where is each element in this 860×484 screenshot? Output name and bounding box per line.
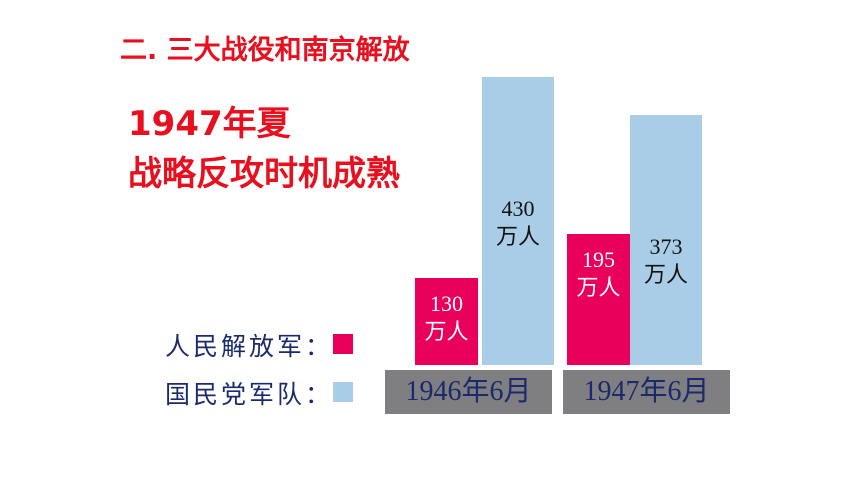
legend-label: 人民解放军： bbox=[165, 334, 334, 361]
value-label: 195 万人 bbox=[576, 247, 621, 301]
value-label: 430 万人 bbox=[495, 195, 540, 249]
legend-swatch bbox=[333, 334, 353, 354]
category-label: 1946年6月 bbox=[385, 370, 552, 414]
annotation: 战略反攻时机成熟 bbox=[128, 154, 400, 194]
value-label: 373 万人 bbox=[643, 234, 688, 288]
annotation: 1947年夏 bbox=[128, 104, 291, 144]
legend-swatch bbox=[333, 382, 353, 402]
bar bbox=[482, 76, 554, 365]
title: 二. 三大战役和南京解放 bbox=[120, 35, 410, 66]
legend-label: 国民党军队： bbox=[165, 382, 334, 409]
category-label: 1947年6月 bbox=[563, 370, 730, 414]
bar bbox=[630, 115, 702, 365]
bar bbox=[415, 277, 478, 365]
bar bbox=[567, 234, 630, 365]
value-label: 130 万人 bbox=[424, 290, 469, 344]
